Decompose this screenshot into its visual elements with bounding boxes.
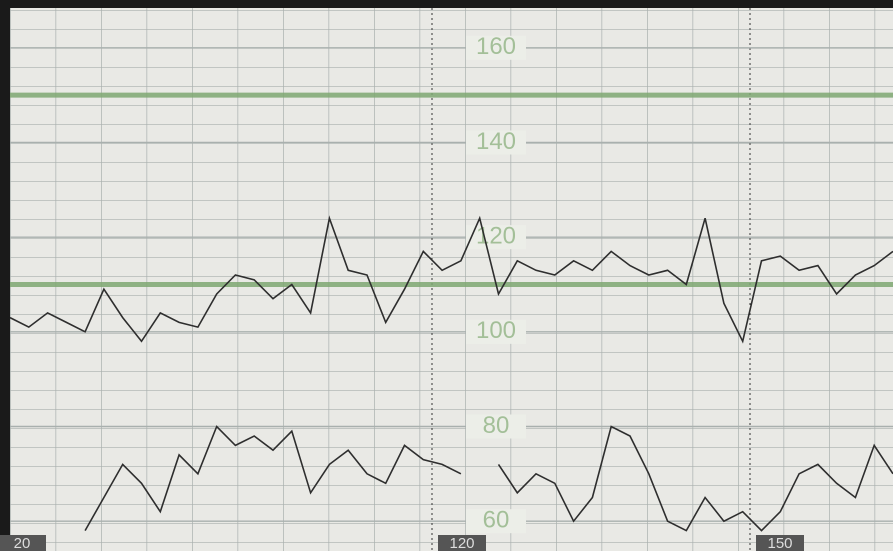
bottom-label: 120	[449, 535, 474, 551]
y-tick-label: 160	[476, 33, 516, 60]
y-tick-label: 100	[476, 317, 516, 344]
bottom-label: 20	[14, 535, 31, 551]
chart: 160140120100806020120150	[0, 0, 893, 551]
y-tick-label: 60	[483, 507, 510, 534]
bottom-label: 150	[767, 535, 792, 551]
y-tick-label: 140	[476, 128, 516, 155]
page: {"chart_data": {"type": "line", "categor…	[0, 0, 893, 551]
y-tick-label: 80	[483, 412, 510, 439]
